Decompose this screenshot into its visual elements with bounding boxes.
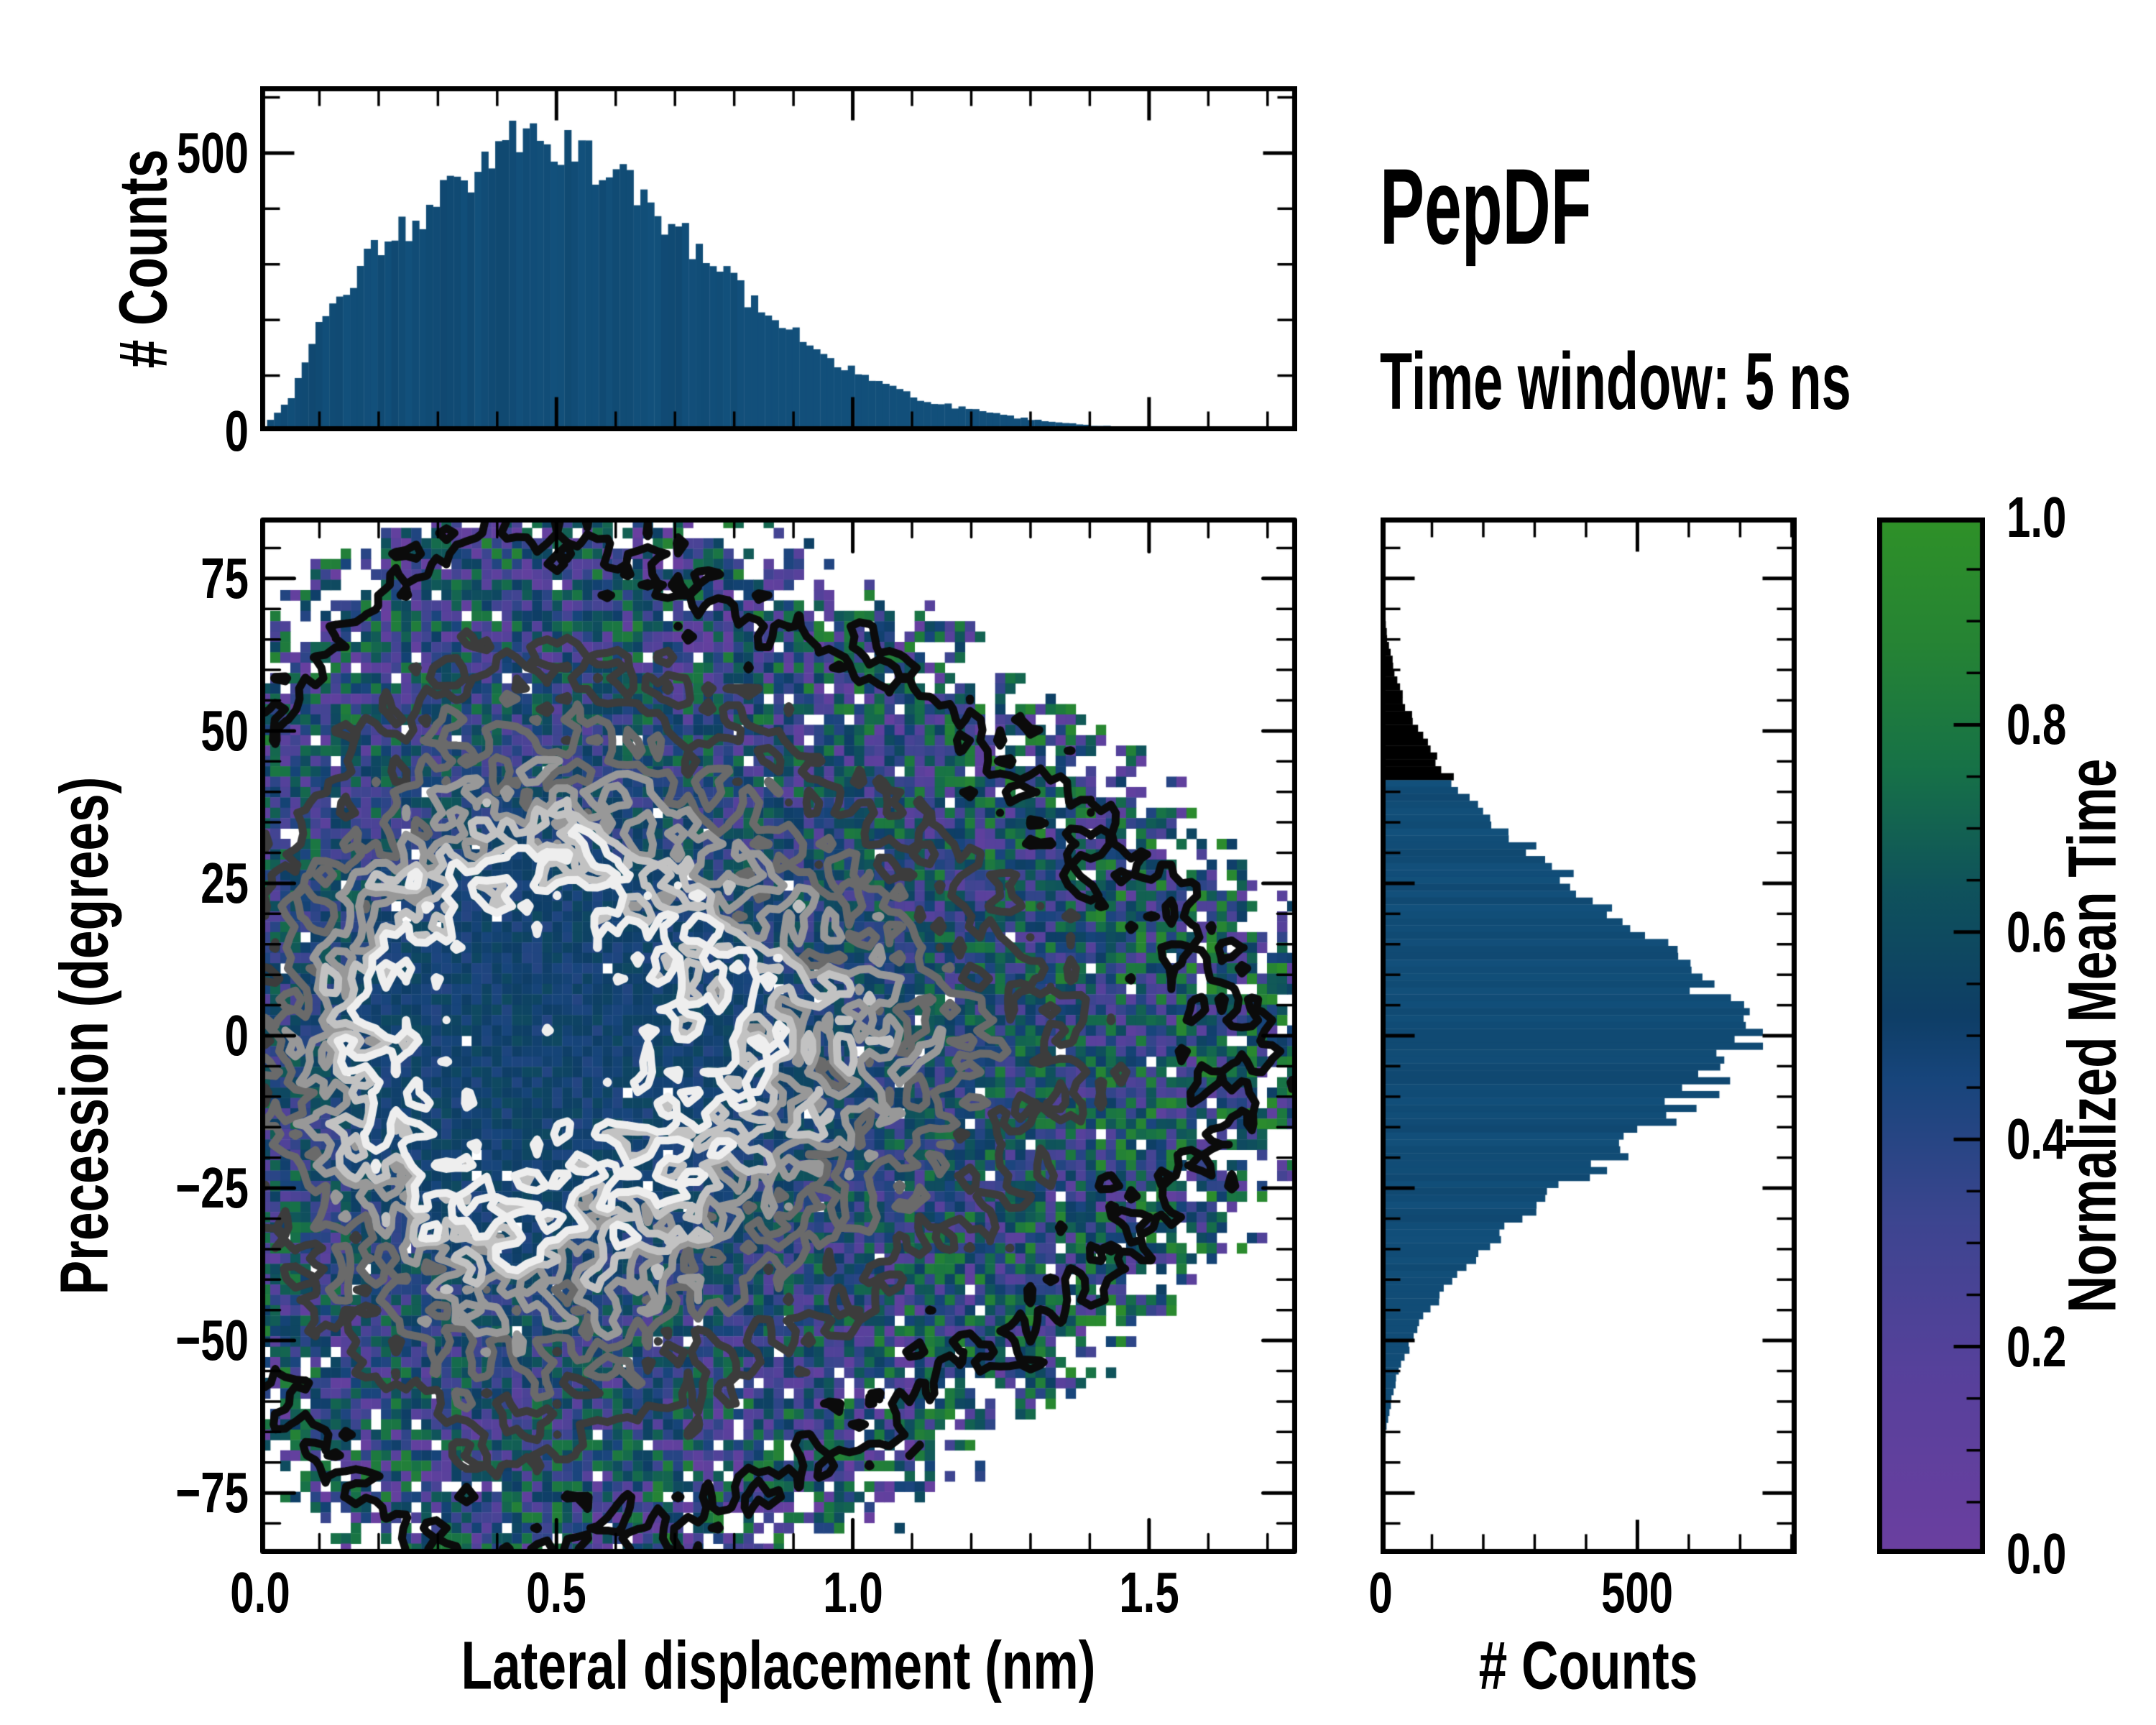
tick-label: 0.6 — [2007, 899, 2067, 964]
tick-label: 1.0 — [2007, 485, 2067, 549]
tick-label: 1.0 — [822, 1560, 883, 1624]
tick-label: 500 — [1601, 1560, 1674, 1624]
tick-label: 0.0 — [230, 1560, 290, 1624]
tick-label: 0.8 — [2007, 692, 2067, 757]
right-histogram-canvas — [1381, 518, 1797, 1554]
tick-label: −25 — [175, 1156, 249, 1220]
colorbar-label: Normalized Mean Time — [2054, 758, 2131, 1313]
tick-label: 0.0 — [2007, 1522, 2067, 1586]
joint-heatmap-canvas — [260, 518, 1297, 1554]
colorbar-canvas — [1877, 518, 1985, 1554]
tick-label: 50 — [201, 698, 249, 763]
tick-label: 0.2 — [2007, 1314, 2067, 1379]
tick-label: 0.5 — [526, 1560, 586, 1624]
tick-label: 1.5 — [1119, 1560, 1179, 1624]
tick-label: 500 — [176, 120, 249, 185]
top-hist-ylabel: # Counts — [105, 149, 182, 369]
tick-label: −75 — [175, 1460, 249, 1525]
tick-label: 25 — [201, 850, 249, 915]
tick-label: 0 — [224, 399, 249, 463]
joint-ylabel: Precession (degrees) — [46, 776, 123, 1295]
joint-xlabel: Lateral displacement (nm) — [461, 1627, 1096, 1704]
right-hist-xlabel: # Counts — [1478, 1627, 1698, 1704]
tick-label: 75 — [201, 546, 249, 610]
top-histogram-canvas — [260, 86, 1297, 431]
tick-label: −50 — [175, 1308, 249, 1373]
figure-subtitle: Time window: 5 ns — [1380, 336, 1851, 426]
tick-label: 0 — [224, 1003, 249, 1067]
tick-label: 0.4 — [2007, 1107, 2067, 1172]
figure-title: PepDF — [1380, 146, 1592, 267]
tick-label: 0 — [1368, 1560, 1393, 1624]
